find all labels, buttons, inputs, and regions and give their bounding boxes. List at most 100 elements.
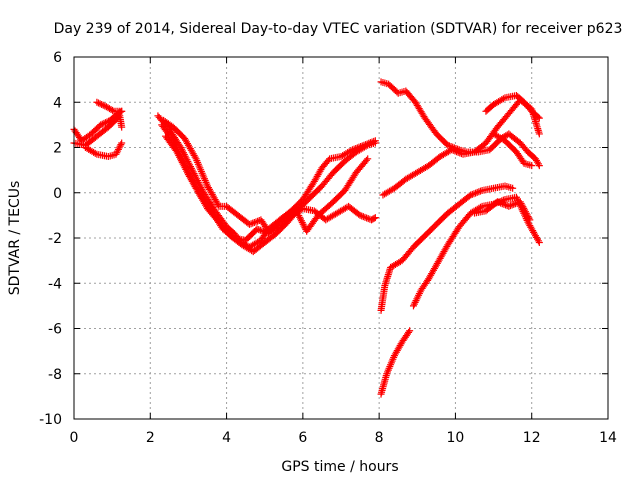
data-point-marker <box>114 147 122 155</box>
data-point-marker <box>535 130 543 138</box>
y-tick-label: 4 <box>53 95 62 111</box>
y-axis-label: SDTVAR / TECUs <box>7 181 23 296</box>
data-point-marker <box>109 106 117 114</box>
data-point-marker <box>467 191 475 199</box>
data-point-marker <box>94 99 102 107</box>
data-point-marker <box>364 155 372 163</box>
data-point-marker <box>453 148 461 156</box>
data-point-marker <box>117 141 125 149</box>
data-point-marker <box>500 200 508 208</box>
x-tick-label: 0 <box>70 430 79 446</box>
data-point-marker <box>449 146 457 154</box>
data-point-marker <box>247 220 255 228</box>
data-point-marker <box>258 227 266 235</box>
data-point-marker <box>475 188 483 196</box>
data-point-marker <box>534 113 542 121</box>
y-tick-label: -6 <box>48 322 62 338</box>
data-point-marker <box>356 211 364 219</box>
data-point-marker <box>101 102 109 110</box>
data-point-marker <box>116 142 124 150</box>
data-point-marker <box>526 216 534 224</box>
data-series <box>377 78 543 170</box>
data-series <box>471 198 534 224</box>
data-point-marker <box>103 118 111 126</box>
data-point-marker <box>451 147 459 155</box>
data-point-marker <box>260 228 268 236</box>
data-series <box>70 112 126 149</box>
y-tick-label: -2 <box>48 231 62 247</box>
data-point-marker <box>444 141 452 149</box>
data-point-marker <box>499 95 507 103</box>
axis-ticks: 0 2 4 6 8 10 12 14 -10 -8 -6 -4 -2 0 2 4 6 <box>39 50 617 446</box>
data-point-marker <box>245 220 253 228</box>
data-point-marker <box>525 214 533 222</box>
data-point-marker <box>534 237 542 245</box>
data-point-marker <box>470 190 478 198</box>
data-point-marker <box>370 214 378 222</box>
y-tick-label: 2 <box>53 141 62 157</box>
data-point-marker <box>509 184 517 192</box>
data-point-marker <box>473 188 481 196</box>
data-point-marker <box>476 187 484 195</box>
data-series <box>93 98 126 115</box>
y-tick-label: -8 <box>48 367 62 383</box>
data-point-marker <box>448 146 456 154</box>
data-point-marker <box>472 189 480 197</box>
data-point-marker <box>406 327 414 335</box>
data-series <box>81 139 126 161</box>
data-point-marker <box>98 101 106 109</box>
data-point-marker <box>495 198 503 206</box>
data-point-marker <box>456 149 464 157</box>
data-point-marker <box>508 201 516 209</box>
data-point-marker <box>498 200 506 208</box>
x-tick-label: 6 <box>298 430 307 446</box>
data-point-marker <box>362 156 370 164</box>
data-series <box>482 91 543 122</box>
data-series <box>379 96 543 199</box>
chart-title: Day 239 of 2014, Sidereal Day-to-day VTE… <box>54 21 623 37</box>
data-point-marker <box>253 225 261 233</box>
data-series <box>70 107 126 145</box>
data-point-marker <box>99 101 107 109</box>
data-point-marker <box>405 328 413 336</box>
data-point-marker <box>96 100 104 108</box>
data-point-marker <box>97 121 105 129</box>
data-point-marker <box>528 162 536 170</box>
data-point-marker <box>506 202 514 210</box>
data-point-marker <box>534 160 542 168</box>
data-point-marker <box>114 145 122 153</box>
data-point-marker <box>505 202 513 210</box>
data-point-marker <box>362 142 370 150</box>
data-point-marker <box>359 213 367 221</box>
data-point-marker <box>100 119 108 127</box>
y-tick-label: -4 <box>48 276 62 292</box>
x-tick-label: 8 <box>375 430 384 446</box>
data-series <box>162 132 372 244</box>
data-point-marker <box>112 150 120 158</box>
data-point-marker <box>98 120 106 128</box>
y-tick-label: 0 <box>53 186 62 202</box>
y-tick-label: -10 <box>39 412 62 428</box>
data-point-marker <box>101 119 109 127</box>
data-points <box>70 78 543 398</box>
data-point-marker <box>256 226 264 234</box>
data-series <box>490 130 536 170</box>
data-point-marker <box>255 226 263 234</box>
data-point-marker <box>252 218 260 226</box>
data-point-marker <box>249 219 257 227</box>
data-point-marker <box>535 114 543 122</box>
data-point-marker <box>358 212 366 220</box>
data-point-marker <box>115 144 123 152</box>
data-series <box>377 327 414 398</box>
data-point-marker <box>361 213 369 221</box>
data-point-marker <box>118 139 126 147</box>
data-point-marker <box>454 148 462 156</box>
data-series <box>377 182 517 314</box>
data-point-marker <box>113 149 121 157</box>
x-tick-label: 2 <box>146 430 155 446</box>
data-point-marker <box>118 107 126 115</box>
data-point-marker <box>371 139 379 147</box>
x-axis-label: GPS time / hours <box>281 459 398 475</box>
data-point-marker <box>363 214 371 222</box>
